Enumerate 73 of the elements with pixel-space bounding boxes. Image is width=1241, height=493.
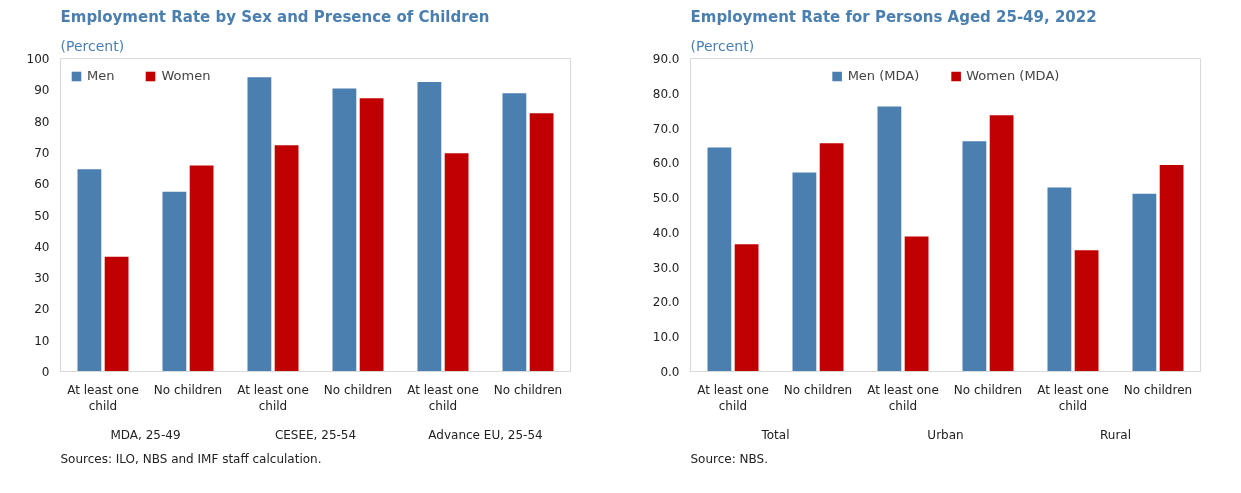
source-note: Source: NBS. <box>690 451 769 466</box>
x-tick-label: At least one child <box>867 382 939 414</box>
text: Advance EU, 25-54 <box>428 427 543 442</box>
bar <box>104 256 129 372</box>
bar <box>77 169 102 372</box>
bar <box>792 172 817 372</box>
x-tick-label: At least one child <box>67 382 139 414</box>
chart-title: Employment Rate for Persons Aged 25-49, 2022 <box>690 7 1097 26</box>
bar <box>877 106 902 372</box>
x-tick-label: No children <box>493 382 563 397</box>
bar <box>904 236 929 372</box>
bar <box>359 98 384 372</box>
bar <box>417 81 442 372</box>
y-tick-label: 10.0 <box>652 330 680 345</box>
legend-label: Men <box>87 68 115 83</box>
y-tick-label: 20 <box>34 302 50 317</box>
legend-label: Women (MDA) <box>966 68 1060 83</box>
bar <box>162 191 187 372</box>
text: Rural <box>1099 427 1132 442</box>
x-tick-label: At least one child <box>407 382 479 414</box>
text: Urban <box>927 427 964 442</box>
chart-title: Employment Rate by Sex and Presence of Children <box>60 7 490 26</box>
bar <box>707 147 732 372</box>
legend-label: Men (MDA) <box>847 68 920 83</box>
bar <box>989 115 1014 372</box>
y-tick-label: 90.0 <box>652 52 680 66</box>
y-tick-label: 40 <box>34 239 50 254</box>
y-tick-label: 80 <box>34 114 50 129</box>
bar <box>332 88 357 372</box>
y-tick-label: 80.0 <box>652 86 680 101</box>
x-tick-label: No children <box>953 382 1023 397</box>
x-tick-label: No children <box>783 382 853 397</box>
bar <box>502 93 527 372</box>
y-tick-label: 60.0 <box>652 156 680 171</box>
bar <box>1132 193 1157 372</box>
text: CESEE, 25-54 <box>274 427 357 442</box>
y-tick-label: 10 <box>34 333 50 348</box>
bar <box>274 145 299 372</box>
bar <box>819 143 844 372</box>
y-tick-label: 20.0 <box>652 295 680 310</box>
bar <box>444 153 469 372</box>
chart-subtitle: (Percent) <box>690 37 755 54</box>
y-tick-label: 90 <box>34 83 50 98</box>
chart-subtitle: (Percent) <box>60 37 125 54</box>
x-tick-label: No children <box>1123 382 1193 397</box>
y-tick-label: 30.0 <box>652 260 680 275</box>
legend-label: Women <box>161 68 211 83</box>
y-tick-label: 70.0 <box>652 121 680 136</box>
bar <box>1074 250 1099 372</box>
y-tick-label: 50.0 <box>652 191 680 206</box>
x-tick-label: No children <box>323 382 393 397</box>
y-tick-label: 50 <box>34 208 50 223</box>
y-tick-label: 0 <box>41 365 50 379</box>
text: MDA, 25-49 <box>110 427 181 442</box>
y-tick-label: 60 <box>34 177 50 192</box>
text: Total <box>760 427 790 442</box>
y-tick-label: 70 <box>34 145 50 160</box>
x-tick-label: No children <box>153 382 223 397</box>
bar <box>1159 164 1184 372</box>
bar <box>189 165 214 372</box>
bar <box>529 113 554 372</box>
y-tick-label: 100 <box>26 52 50 66</box>
y-tick-label: 40.0 <box>652 225 680 240</box>
bar <box>1047 187 1072 372</box>
source-note: Sources: ILO, NBS and IMF staff calculation. <box>60 451 322 466</box>
bar <box>247 77 272 372</box>
bar <box>962 141 987 372</box>
x-tick-label: At least one child <box>1037 382 1109 414</box>
bar <box>734 244 759 372</box>
x-tick-label: At least one child <box>237 382 309 414</box>
y-tick-label: 30 <box>34 271 50 286</box>
y-tick-label: 0.0 <box>660 365 680 379</box>
x-tick-label: At least one child <box>697 382 769 414</box>
